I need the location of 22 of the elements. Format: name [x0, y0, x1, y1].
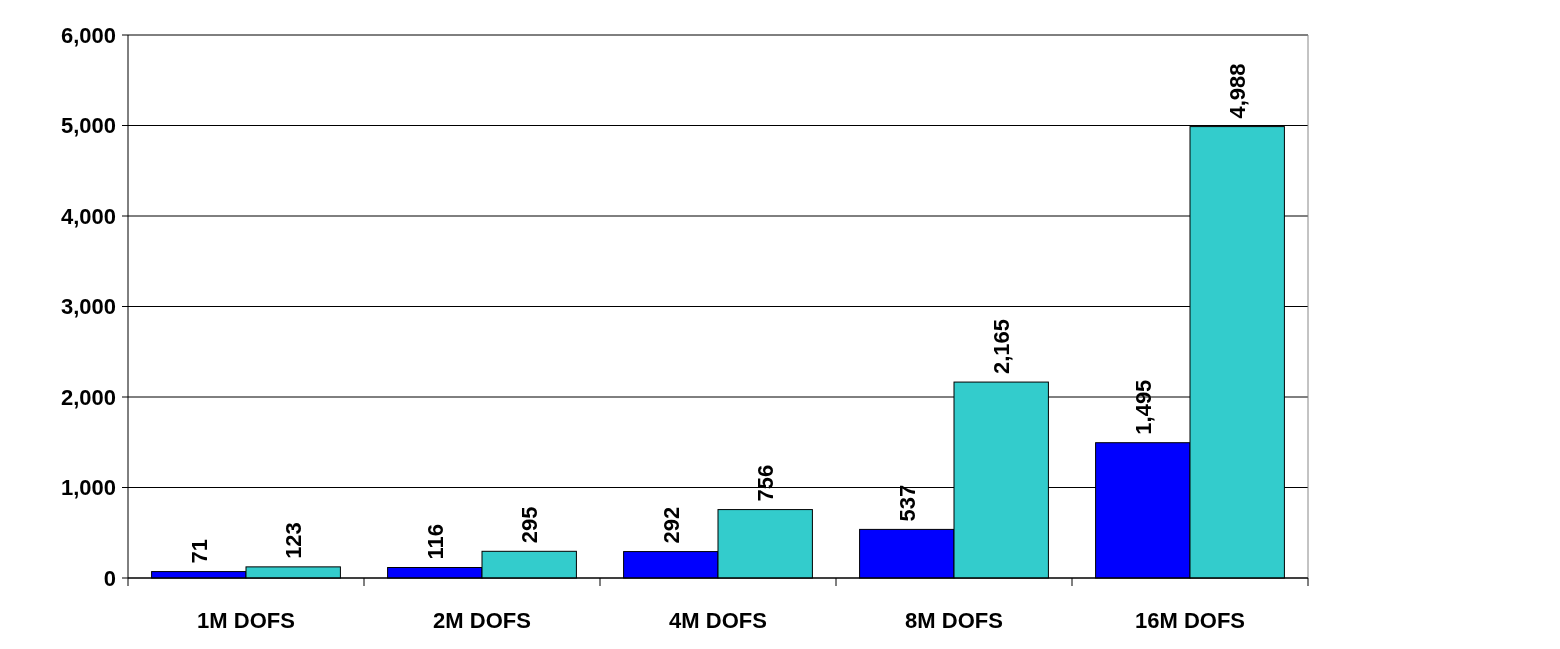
- data-label: 71: [186, 539, 212, 564]
- x-tick-label: 4M DOFS: [669, 608, 767, 633]
- data-label: 116: [422, 524, 448, 560]
- data-label: 2,165: [989, 319, 1015, 375]
- y-tick-label: 5,000: [60, 113, 116, 139]
- data-label: 756: [753, 464, 779, 502]
- data-label: 537: [894, 484, 920, 522]
- y-tick-label: 1,000: [60, 475, 116, 501]
- data-label: 1,495: [1130, 379, 1156, 435]
- y-tick-label: 0: [103, 565, 116, 591]
- x-tick-label: 8M DOFS: [905, 608, 1003, 633]
- x-tick-label: 2M DOFS: [433, 608, 531, 633]
- data-label: 123: [281, 522, 307, 559]
- data-label: 295: [517, 506, 543, 544]
- y-tick-label: 2,000: [60, 384, 116, 410]
- x-tick-label: 16M DOFS: [1134, 608, 1246, 633]
- y-tick-label: 3,000: [60, 294, 116, 320]
- data-label: 292: [658, 506, 684, 544]
- y-tick-label: 6,000: [60, 22, 116, 48]
- x-tick-label: 1M DOFS: [197, 608, 295, 633]
- y-tick-label: 4,000: [60, 203, 116, 229]
- data-label: 4,988: [1225, 63, 1251, 119]
